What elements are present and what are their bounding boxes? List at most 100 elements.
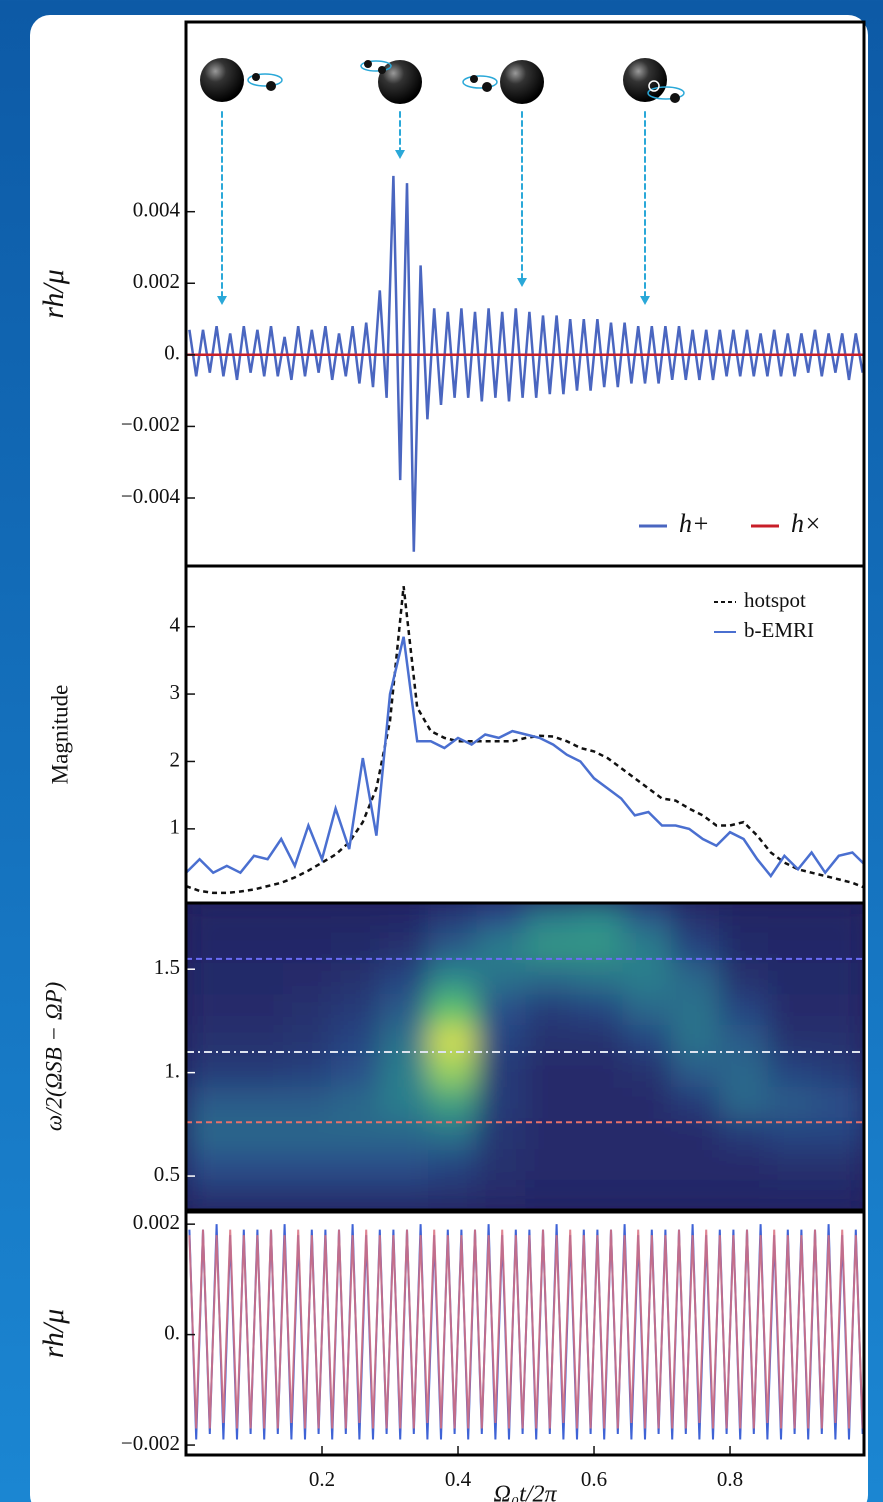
panel — [186, 586, 864, 895]
heatmap-cell — [379, 994, 430, 1028]
heatmap-cell — [573, 1087, 624, 1121]
heatmap-cell — [330, 1056, 382, 1090]
heatmap-cell — [282, 1056, 333, 1090]
y-tick-label: 0.002 — [133, 269, 180, 293]
heatmap-cell — [379, 1118, 430, 1152]
y-axis-title: ω/2(ΩSB − ΩP) — [41, 982, 66, 1131]
black-hole-icon — [200, 58, 283, 305]
heatmap-cell — [428, 1056, 479, 1090]
heatmap-cell — [622, 963, 673, 997]
y-axis-title: rh/μ — [37, 269, 70, 319]
heatmap-cell — [379, 903, 430, 934]
heatmap-cell — [282, 1118, 333, 1152]
heatmap-cell — [282, 1180, 333, 1210]
heatmap-cell — [573, 1180, 624, 1210]
panel — [186, 175, 864, 552]
heatmap-cell — [476, 1025, 527, 1059]
heatmap-cell — [282, 963, 333, 997]
heatmap-cell — [573, 1025, 624, 1059]
y-tick-label: 0. — [164, 341, 180, 365]
x-tick-label: 0.8 — [717, 1467, 743, 1491]
y-tick-label: 2 — [170, 747, 181, 771]
heatmap-cell — [233, 1180, 284, 1210]
y-tick-label: 0. — [164, 1320, 180, 1344]
heatmap-cell — [768, 1149, 819, 1183]
heatmap-cell — [719, 1149, 770, 1183]
heatmap-cell — [573, 994, 624, 1028]
heatmap-cell — [233, 963, 284, 997]
heatmap-cell — [525, 1118, 576, 1152]
heatmap-cell — [670, 1149, 722, 1183]
heatmap-cell — [330, 1025, 382, 1059]
heatmap-cell — [670, 963, 722, 997]
black-hole-icon — [360, 60, 422, 159]
heatmap-cell — [670, 1118, 722, 1152]
heatmap-cell — [573, 903, 624, 934]
heatmap-cell — [428, 994, 479, 1028]
heatmap-cell — [428, 1025, 479, 1059]
heatmap-cell — [330, 1149, 382, 1183]
heatmap-cell — [428, 1087, 479, 1121]
heatmap-cell — [476, 1056, 527, 1090]
panel-frame — [184, 901, 866, 1212]
series-line — [186, 586, 864, 895]
heatmap-cell — [379, 1180, 430, 1210]
heatmap-cell — [768, 931, 819, 966]
heatmap-cell — [330, 1087, 382, 1121]
heatmap-cell — [379, 963, 430, 997]
heatmap-cell — [379, 1149, 430, 1183]
heatmap-cell — [428, 1118, 479, 1152]
heatmap-cell — [525, 1056, 576, 1090]
heatmap-cell — [573, 1149, 624, 1183]
heatmap-cell — [186, 1149, 236, 1183]
heatmap-cell — [622, 994, 673, 1028]
heatmap-cell — [622, 1118, 673, 1152]
heatmap-cell — [428, 903, 479, 934]
x-tick-label: 0.2 — [309, 1467, 335, 1491]
heatmap-cell — [525, 1149, 576, 1183]
heatmap-cell — [330, 903, 382, 934]
heatmap-cell — [768, 1180, 819, 1210]
heatmap-cell — [186, 963, 236, 997]
heatmap-cell — [233, 1149, 284, 1183]
legend-label: h× — [791, 509, 822, 538]
heatmap-cell — [186, 1180, 236, 1210]
heatmap-cell — [476, 963, 527, 997]
heatmap-cell — [816, 963, 864, 997]
heatmap-cell — [476, 1118, 527, 1152]
y-tick-label: 1 — [170, 815, 181, 839]
heatmap-cell — [233, 994, 284, 1028]
heatmap-cell — [525, 994, 576, 1028]
heatmap-cell — [768, 1118, 819, 1152]
y-tick-label: 4 — [170, 612, 181, 636]
heatmap-cell — [719, 963, 770, 997]
heatmap-cell — [622, 931, 673, 966]
heatmap-cell — [816, 1180, 864, 1210]
heatmap-cell — [816, 1118, 864, 1152]
y-axis-title: Magnitude — [47, 685, 72, 785]
heatmap-cell — [186, 1087, 236, 1121]
y-tick-label: 3 — [170, 680, 181, 704]
heatmap-cell — [768, 1056, 819, 1090]
heatmap-cell — [476, 1087, 527, 1121]
heatmap-cell — [476, 994, 527, 1028]
heatmap-cell — [670, 1180, 722, 1210]
y-tick-label: 1.5 — [154, 955, 180, 979]
heatmap-cell — [816, 1056, 864, 1090]
illustrations — [200, 58, 685, 305]
panel — [188, 1224, 864, 1440]
x-tick-label: 0.6 — [581, 1467, 607, 1491]
heatmap-cell — [330, 963, 382, 997]
heatmap-cell — [330, 1180, 382, 1210]
heatmap-cell — [282, 1087, 333, 1121]
heatmap-cell — [573, 1118, 624, 1152]
black-hole-icon — [623, 58, 685, 305]
heatmap-cell — [525, 931, 576, 966]
heatmap-cell — [379, 1025, 430, 1059]
heatmap-cell — [622, 1149, 673, 1183]
heatmap-cell — [476, 931, 527, 966]
heatmap-cell — [282, 994, 333, 1028]
heatmap-cell — [768, 994, 819, 1028]
heatmap-cell — [573, 963, 624, 997]
